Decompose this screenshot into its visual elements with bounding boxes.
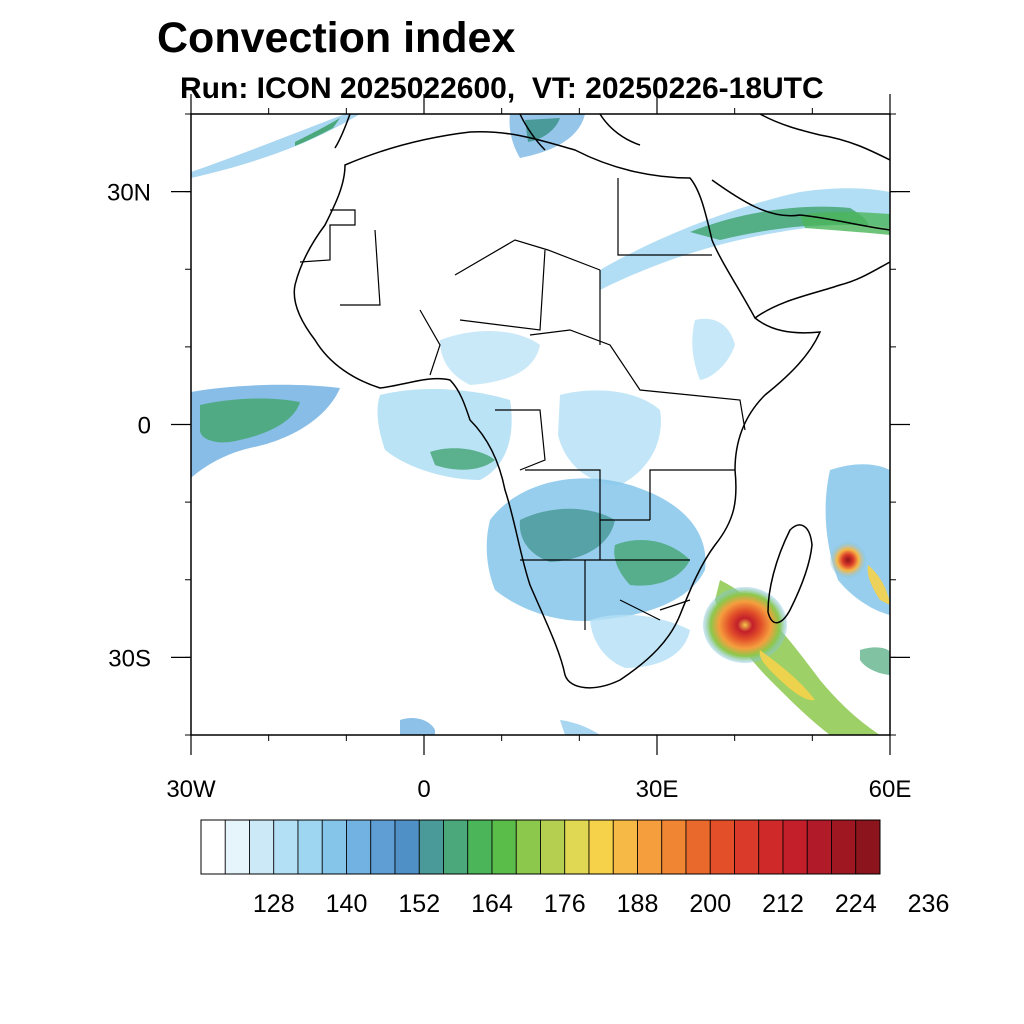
- colorbar-swatch: [467, 819, 493, 875]
- convection-patch-south-africa: [590, 614, 690, 668]
- colorbar-label: 164: [471, 890, 513, 918]
- y-tick-label: 0: [138, 413, 151, 440]
- convection-cyclone-east: [830, 542, 866, 578]
- colorbar-label: 212: [762, 890, 804, 918]
- convection-patch-angola-core: [519, 508, 615, 562]
- colorbar-swatch: [831, 819, 857, 875]
- colorbar-frame: [200, 819, 881, 875]
- y-tick-label: 30S: [108, 645, 151, 672]
- colorbar-swatch: [224, 819, 250, 875]
- colorbar-label: 236: [908, 890, 950, 918]
- convection-patch-persian-gulf: [800, 211, 890, 235]
- colorbar-swatch: [200, 819, 226, 875]
- colorbar-swatch: [855, 819, 881, 875]
- y-tick-label: 30N: [107, 180, 151, 207]
- colorbar-swatch: [394, 819, 420, 875]
- colorbar-swatch: [758, 819, 784, 875]
- colorbar-swatch: [249, 819, 275, 875]
- colorbar-swatch: [321, 819, 347, 875]
- convection-patch-north-atlantic-core: [295, 118, 340, 146]
- convection-patch-cyclone-band: [759, 650, 815, 701]
- europe-coastline: [334, 114, 890, 161]
- convection-cyclone-mozambique: [703, 587, 787, 663]
- convection-patch-southeast-corner: [560, 720, 600, 735]
- convection-patch-gulf-of-guinea-core: [430, 448, 495, 470]
- colorbar-swatch: [540, 819, 566, 875]
- coastlines: [293, 114, 890, 689]
- convection-field: [191, 114, 890, 735]
- arabia-coastline: [711, 179, 890, 319]
- internal-borders: [299, 178, 746, 630]
- colorbar-swatch: [273, 819, 299, 875]
- colorbar-swatch: [491, 819, 517, 875]
- colorbar-label: 224: [835, 890, 877, 918]
- madagascar-coastline: [767, 524, 813, 624]
- convection-patch-equatorial-atlantic-core: [200, 398, 300, 443]
- x-tick-label: 30E: [636, 776, 679, 803]
- colorbar-swatch: [515, 819, 541, 875]
- x-tick-label: 60E: [869, 776, 912, 803]
- convection-patch-middle-east-band: [600, 188, 890, 290]
- colorbar-swatch: [297, 819, 323, 875]
- colorbar-label: 188: [617, 890, 659, 918]
- colorbar-swatch: [418, 819, 444, 875]
- colorbar-swatch: [564, 819, 590, 875]
- colorbar-swatch: [588, 819, 614, 875]
- convection-patch-east-africa: [692, 318, 735, 380]
- colorbar-label: 200: [689, 890, 731, 918]
- africa-coastline: [293, 130, 822, 689]
- axis-layer: 30N 0 30S 30W 0 30E 60E: [107, 94, 911, 803]
- colorbar-swatch: [782, 819, 808, 875]
- convection-patch-east-lower: [860, 647, 890, 675]
- colorbar-label: 176: [544, 890, 586, 918]
- colorbar-swatch: [806, 819, 832, 875]
- colorbar-swatch: [612, 819, 638, 875]
- colorbar-swatch: [709, 819, 735, 875]
- colorbar-swatch: [661, 819, 687, 875]
- convection-patch-zambia-core: [614, 540, 690, 586]
- colorbar-swatch: [685, 819, 711, 875]
- x-tick-label: 30W: [166, 776, 216, 803]
- map-subtitle: Run: ICON 2025022600, VT: 20250226-18UTC: [180, 72, 824, 105]
- colorbar-swatch: [443, 819, 469, 875]
- convection-patch-north-atlantic: [191, 114, 360, 178]
- colorbar-label: 128: [253, 890, 295, 918]
- colorbar-swatch: [734, 819, 760, 875]
- convection-patch-west-africa: [440, 330, 540, 385]
- colorbar-swatch: [346, 819, 372, 875]
- convection-patch-congo-basin: [558, 390, 661, 485]
- x-tick-label: 0: [417, 776, 430, 803]
- convection-patch-south-atlantic: [400, 718, 435, 735]
- map-title: Convection index: [157, 14, 516, 62]
- colorbar-swatch: [637, 819, 663, 875]
- colorbar-label: 140: [326, 890, 368, 918]
- colorbar-swatch: [370, 819, 396, 875]
- colorbar: 128 140 152 164 176 188 200 212 224 236: [200, 819, 950, 918]
- convection-patch-east-band: [867, 565, 890, 605]
- colorbar-label: 152: [398, 890, 440, 918]
